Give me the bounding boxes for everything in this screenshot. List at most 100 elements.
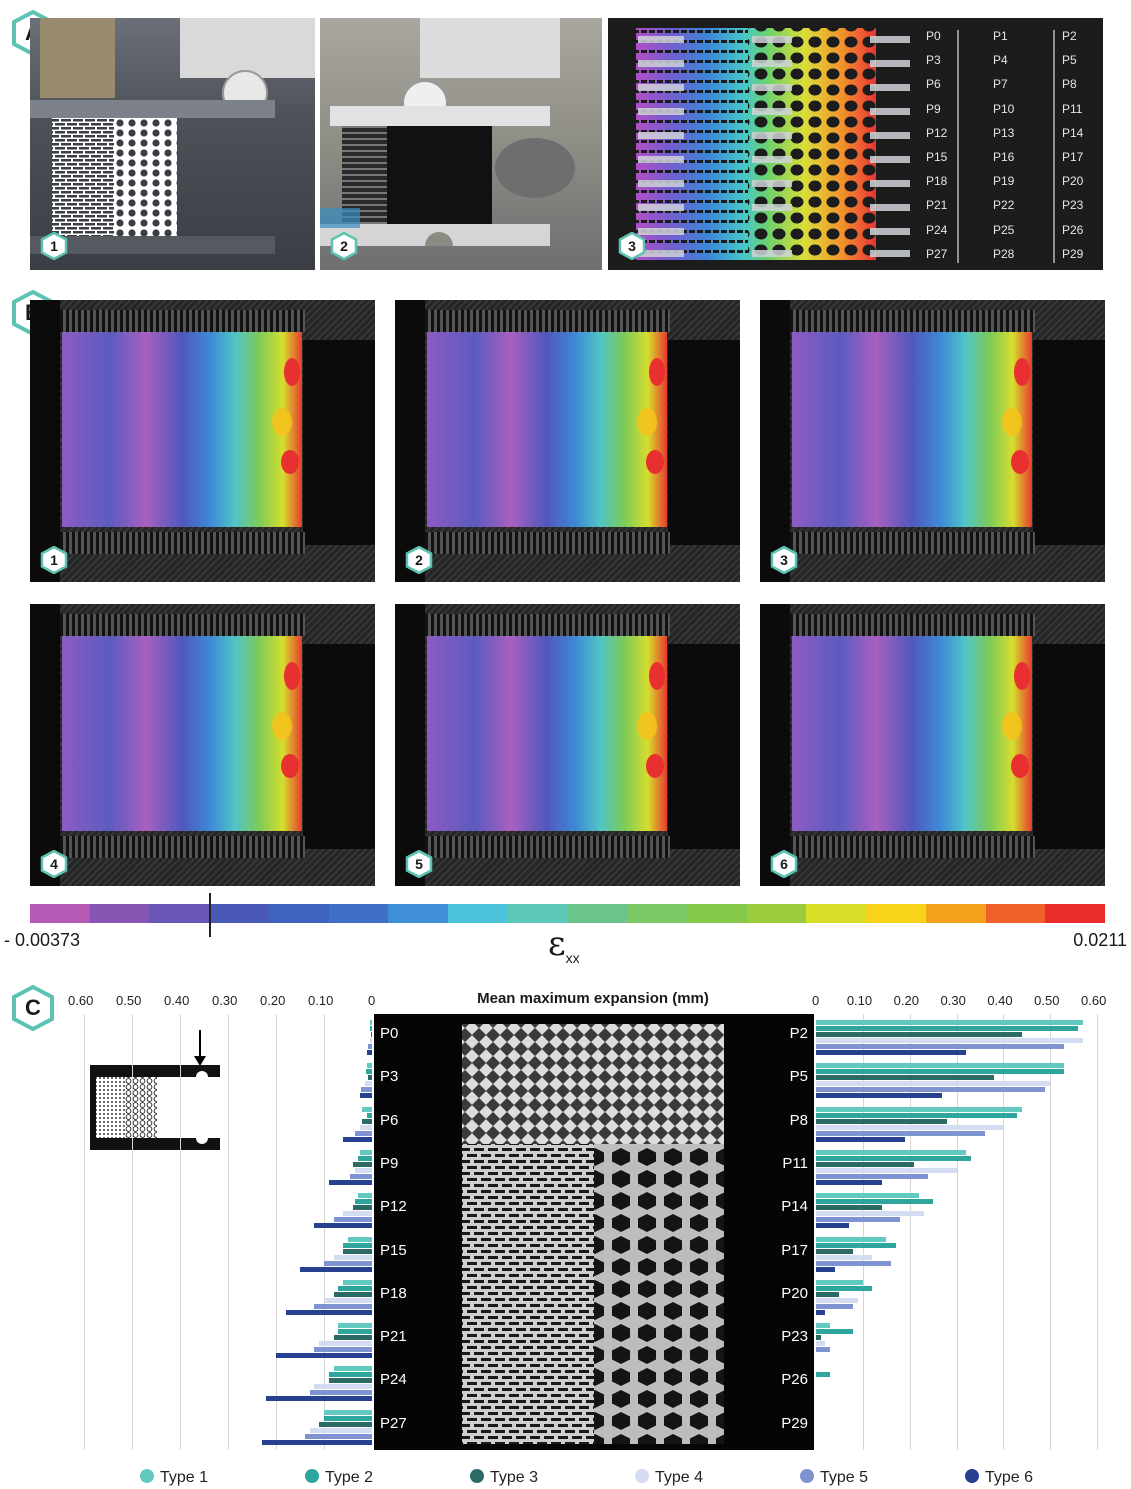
subpanel-label-b4: 4 bbox=[40, 850, 68, 878]
load-arrow-icon bbox=[190, 1030, 210, 1070]
left-bar-type-3 bbox=[343, 1248, 372, 1254]
colorbar-segment bbox=[268, 904, 330, 923]
right-axis-tick: 0.50 bbox=[1034, 993, 1060, 1008]
dic-strain-map-5 bbox=[395, 604, 740, 886]
right-bar-type-2 bbox=[816, 1329, 854, 1335]
gridline bbox=[956, 1014, 958, 1450]
lattice-photo-panel bbox=[374, 1014, 814, 1450]
colorbar-segment bbox=[30, 904, 91, 923]
left-bar-type-4 bbox=[324, 1297, 372, 1303]
left-bar-type-4 bbox=[369, 1038, 372, 1043]
left-bar-type-5 bbox=[350, 1173, 372, 1179]
left-bar-type-3 bbox=[362, 1118, 372, 1124]
left-category-label: P3 bbox=[380, 1068, 399, 1086]
left-bar-type-2 bbox=[324, 1415, 372, 1421]
left-bar-type-6 bbox=[276, 1353, 372, 1359]
right-bar-type-3 bbox=[816, 1118, 948, 1124]
right-category-label: P2 bbox=[789, 1025, 808, 1042]
point-id-label: P2 bbox=[1062, 29, 1077, 43]
left-category-label: P27 bbox=[380, 1414, 407, 1432]
subpanel-label-b6: 6 bbox=[770, 850, 798, 878]
left-axis-tick: 0.10 bbox=[308, 993, 334, 1008]
right-category-label: P20 bbox=[781, 1284, 808, 1302]
left-bar-type-3 bbox=[328, 1378, 372, 1384]
point-id-label: P24 bbox=[926, 222, 948, 237]
left-bar-type-4 bbox=[314, 1384, 372, 1390]
left-bar-type-6 bbox=[261, 1439, 372, 1445]
left-category-label: P9 bbox=[380, 1154, 399, 1172]
gridline bbox=[909, 1014, 911, 1450]
dic-strain-map-3 bbox=[760, 300, 1105, 582]
left-category-label: P15 bbox=[380, 1241, 407, 1259]
colorbar-segment bbox=[925, 904, 987, 923]
point-id-label: P17 bbox=[1062, 150, 1084, 164]
left-bar-type-6 bbox=[360, 1093, 372, 1099]
left-bar-type-6 bbox=[343, 1136, 372, 1142]
left-bar-type-2 bbox=[328, 1372, 372, 1378]
subpanel-label-b2: 2 bbox=[405, 546, 433, 574]
point-id-label: P27 bbox=[926, 246, 948, 261]
left-bar-type-6 bbox=[367, 1050, 372, 1055]
point-id-label: P28 bbox=[993, 246, 1015, 261]
left-bar-type-2 bbox=[338, 1329, 372, 1335]
legend-item-type-3: Type 3 bbox=[470, 1469, 538, 1487]
left-bar-type-5 bbox=[314, 1303, 372, 1309]
right-bar-type-2 bbox=[816, 1112, 1018, 1118]
dic-point-map-a3: P0 P1 P2 P3 P4 P5 P6 P7 P8 P9 P10 P11 P12 P13 P14 P15 P1… bbox=[608, 18, 1103, 270]
right-bar-type-6 bbox=[816, 1309, 826, 1315]
left-bar-type-2 bbox=[370, 1026, 372, 1031]
right-category-label: P29 bbox=[781, 1414, 808, 1432]
right-bar-type-5 bbox=[816, 1217, 901, 1223]
right-bar-type-1 bbox=[816, 1193, 920, 1199]
right-bar-type-3 bbox=[816, 1291, 840, 1297]
left-bar-type-1 bbox=[333, 1366, 372, 1372]
right-bar-type-5 bbox=[816, 1087, 1046, 1093]
left-bar-type-1 bbox=[362, 1106, 372, 1112]
right-bar-type-2 bbox=[816, 1026, 1079, 1031]
colorbar-segment bbox=[209, 904, 270, 923]
left-axis-tick: 0.60 bbox=[68, 993, 94, 1008]
left-axis-tick: 0.20 bbox=[260, 993, 286, 1008]
left-bar-type-3 bbox=[352, 1161, 372, 1167]
left-bar-type-2 bbox=[343, 1242, 372, 1248]
left-category-label: P6 bbox=[380, 1111, 399, 1129]
point-id-label: P29 bbox=[1062, 246, 1084, 261]
point-id-label: P6 bbox=[926, 77, 941, 92]
left-bar-type-5 bbox=[304, 1433, 372, 1439]
left-bar-type-6 bbox=[285, 1309, 372, 1315]
right-axis-tick: 0.40 bbox=[987, 993, 1013, 1008]
right-bar-type-2 bbox=[816, 1069, 1065, 1075]
left-bar-type-1 bbox=[348, 1236, 372, 1242]
right-bar-type-1 bbox=[816, 1279, 863, 1285]
point-id-label: P22 bbox=[993, 198, 1015, 213]
left-category-label: P0 bbox=[380, 1025, 399, 1042]
subpanel-label-b1: 1 bbox=[40, 546, 68, 574]
right-bar-type-2 bbox=[816, 1199, 934, 1205]
point-id-label: P14 bbox=[1062, 125, 1084, 140]
colorbar-segment bbox=[149, 904, 210, 923]
right-bar-type-5 bbox=[816, 1260, 891, 1266]
left-bar-type-1 bbox=[360, 1149, 372, 1155]
left-bar-type-6 bbox=[266, 1396, 372, 1402]
left-axis-tick: 0.30 bbox=[212, 993, 238, 1008]
left-bar-type-5 bbox=[309, 1390, 372, 1396]
colorbar-segment bbox=[567, 904, 628, 923]
left-category-label: P12 bbox=[380, 1198, 407, 1216]
left-axis-tick: 0 bbox=[368, 993, 376, 1008]
gridline bbox=[276, 1014, 277, 1450]
right-bar-type-1 bbox=[816, 1020, 1083, 1025]
right-bar-type-6 bbox=[816, 1136, 905, 1142]
subpanel-label-a1: 1 bbox=[40, 232, 68, 260]
right-bar-type-2 bbox=[816, 1285, 873, 1291]
left-category-label: P18 bbox=[380, 1284, 407, 1302]
subpanel-label-a2: 2 bbox=[330, 232, 358, 260]
colorbar-segment bbox=[627, 904, 688, 923]
point-id-label: P18 bbox=[926, 174, 948, 189]
colorbar-segment bbox=[1045, 904, 1106, 923]
left-bar-type-3 bbox=[333, 1291, 372, 1297]
point-id-label: P9 bbox=[926, 101, 941, 116]
colorbar-segment bbox=[985, 904, 1046, 923]
point-id-label: P4 bbox=[993, 53, 1008, 68]
strain-symbol: εxx bbox=[548, 924, 580, 966]
right-bar-type-6 bbox=[816, 1266, 835, 1272]
